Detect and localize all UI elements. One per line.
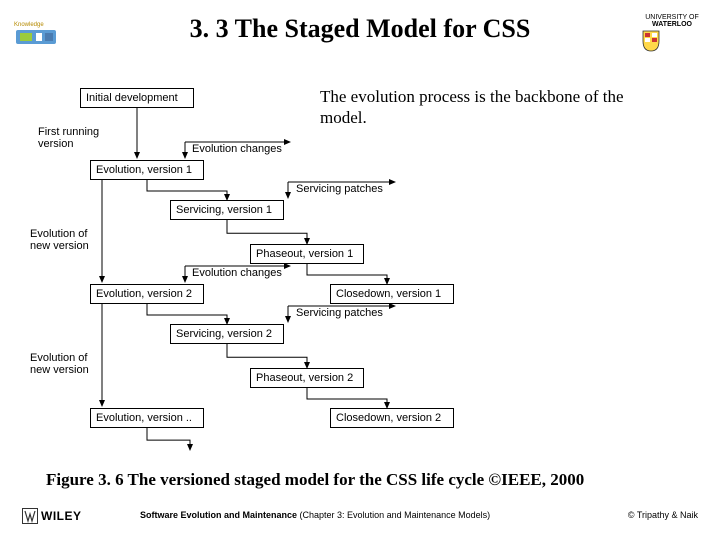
diagram-label-1: version (38, 138, 73, 150)
diagram-box-b4: Closedown, version 1 (330, 284, 454, 304)
footer-right: © Tripathy & Naik (628, 510, 698, 520)
diagram-label-9: new version (30, 364, 89, 376)
wiley-logo: WILEY (22, 508, 82, 524)
svg-text:Knowledge: Knowledge (14, 22, 44, 28)
diagram-box-b0: Initial development (80, 88, 194, 108)
figure-caption: Figure 3. 6 The versioned staged model f… (46, 470, 584, 490)
diagram-box-b8: Closedown, version 2 (330, 408, 454, 428)
diagram-label-8: Evolution of (30, 352, 87, 364)
diagram-box-b9: Evolution, version .. (90, 408, 204, 428)
wiley-mark-icon (22, 508, 38, 524)
waterloo-logo: UNIVERSITY OF WATERLOO (642, 14, 702, 57)
diagram-label-3: Servicing patches (296, 183, 383, 195)
diagram-label-6: Evolution changes (192, 267, 282, 279)
knowledge-logo: Knowledge (12, 18, 62, 46)
diagram-box-b1: Evolution, version 1 (90, 160, 204, 180)
diagram-box-b7: Phaseout, version 2 (250, 368, 364, 388)
diagram-box-b5: Evolution, version 2 (90, 284, 204, 304)
page-title: 3. 3 The Staged Model for CSS (0, 8, 720, 44)
staged-model-diagram: Initial development Evolution, version 1 S… (40, 88, 680, 456)
footer: WILEY Software Evolution and Maintenance… (0, 506, 720, 532)
footer-center: Software Evolution and Maintenance (Chap… (140, 510, 490, 520)
diagram-box-b2: Servicing, version 1 (170, 200, 284, 220)
diagram-box-b6: Servicing, version 2 (170, 324, 284, 344)
diagram-box-b3: Phaseout, version 1 (250, 244, 364, 264)
diagram-label-2: Evolution changes (192, 143, 282, 155)
diagram-arrows (40, 88, 680, 456)
diagram-label-4: Evolution of (30, 228, 87, 240)
diagram-label-0: First running (38, 126, 99, 138)
diagram-label-5: new version (30, 240, 89, 252)
diagram-label-7: Servicing patches (296, 307, 383, 319)
